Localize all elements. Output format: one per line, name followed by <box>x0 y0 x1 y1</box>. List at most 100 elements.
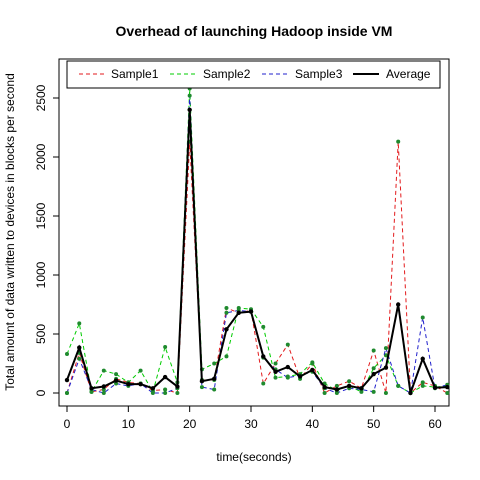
data-point <box>236 310 241 315</box>
data-point <box>285 364 290 370</box>
data-point <box>432 385 438 390</box>
data-point <box>285 375 290 380</box>
x-tick-label: 10 <box>122 417 136 431</box>
data-point <box>334 383 339 388</box>
data-point <box>420 380 425 385</box>
data-point <box>346 383 352 389</box>
data-point <box>101 391 106 395</box>
legend-label-average: Average <box>386 67 431 81</box>
data-point <box>65 352 69 357</box>
legend: Sample1 Sample2 Sample3 Average <box>66 60 441 89</box>
y-tick-label: 2500 <box>34 84 48 111</box>
data-point <box>420 315 425 320</box>
data-point <box>248 309 254 314</box>
x-tick-label: 20 <box>183 417 197 431</box>
data-point <box>285 342 290 347</box>
data-point <box>420 383 425 388</box>
data-point <box>334 387 340 392</box>
data-point <box>445 384 450 390</box>
data-point <box>383 353 388 358</box>
data-point <box>199 385 204 390</box>
data-point <box>224 354 229 359</box>
data-point <box>77 356 82 361</box>
data-point <box>224 310 229 315</box>
data-point <box>261 354 266 359</box>
data-point <box>175 384 180 389</box>
data-point <box>273 375 278 380</box>
series-line-sample1 <box>66 141 448 395</box>
data-point <box>261 324 266 329</box>
series-group <box>64 86 450 396</box>
y-tick-label: 1500 <box>34 202 48 229</box>
data-point <box>150 386 156 391</box>
data-point <box>396 383 401 388</box>
data-point <box>420 356 425 361</box>
x-axis-label: time(seconds) <box>216 450 291 464</box>
y-tick-label: 0 <box>34 389 48 396</box>
data-point <box>199 379 205 384</box>
data-point <box>187 93 192 98</box>
y-tick-label: 2000 <box>34 143 48 170</box>
x-tick-label: 50 <box>367 417 381 431</box>
data-point <box>163 387 168 392</box>
data-point <box>273 361 278 366</box>
data-point <box>212 376 217 382</box>
data-point <box>347 379 352 384</box>
data-point <box>212 361 217 366</box>
data-point <box>77 345 82 350</box>
data-point <box>383 391 388 395</box>
x-tick-label: 30 <box>244 417 258 431</box>
data-point <box>65 391 69 395</box>
data-point <box>310 367 315 373</box>
data-point <box>371 371 376 377</box>
data-point <box>273 369 278 374</box>
data-point <box>114 372 119 377</box>
series-line-sample3 <box>66 95 448 394</box>
plot-frame <box>58 58 450 407</box>
data-point <box>310 360 315 365</box>
data-point <box>89 386 94 391</box>
axes: 0 10 20 30 40 50 60 0 500 1000 1500 2000 2500 <box>34 84 442 431</box>
data-point <box>359 386 364 391</box>
y-tick-label: 1000 <box>34 261 48 288</box>
data-point <box>64 377 70 383</box>
data-point <box>187 107 192 113</box>
data-point <box>101 384 107 389</box>
data-point <box>138 368 143 373</box>
data-point <box>297 374 303 379</box>
data-point <box>371 348 376 353</box>
data-point <box>212 387 217 392</box>
data-point <box>77 321 82 326</box>
series-average <box>64 107 450 396</box>
data-point <box>322 391 327 395</box>
data-point <box>101 368 106 373</box>
data-point <box>408 390 413 396</box>
data-point <box>383 346 388 351</box>
data-point <box>371 389 376 394</box>
x-tick-label: 60 <box>428 417 442 431</box>
data-point <box>396 302 401 307</box>
data-point <box>224 306 229 311</box>
y-axis-label: Total amount of data written to devices … <box>3 73 17 391</box>
data-point <box>150 391 155 395</box>
data-point <box>162 374 168 380</box>
data-point <box>224 327 229 332</box>
data-point <box>396 139 401 144</box>
legend-label-sample3: Sample3 <box>295 67 343 81</box>
legend-label-sample2: Sample2 <box>203 67 251 81</box>
data-point <box>163 391 168 395</box>
data-point <box>371 366 376 371</box>
data-point <box>445 391 450 395</box>
data-point <box>261 381 266 386</box>
data-point <box>138 381 143 387</box>
y-tick-label: 500 <box>34 324 48 344</box>
x-tick-label: 0 <box>64 417 71 431</box>
data-point <box>175 391 180 395</box>
data-point <box>334 391 339 395</box>
legend-label-sample1: Sample1 <box>111 67 159 81</box>
chart-title: Overhead of launching Hadoop inside VM <box>116 23 393 39</box>
data-point <box>126 381 131 387</box>
x-tick-label: 40 <box>306 417 320 431</box>
data-point <box>163 344 168 349</box>
